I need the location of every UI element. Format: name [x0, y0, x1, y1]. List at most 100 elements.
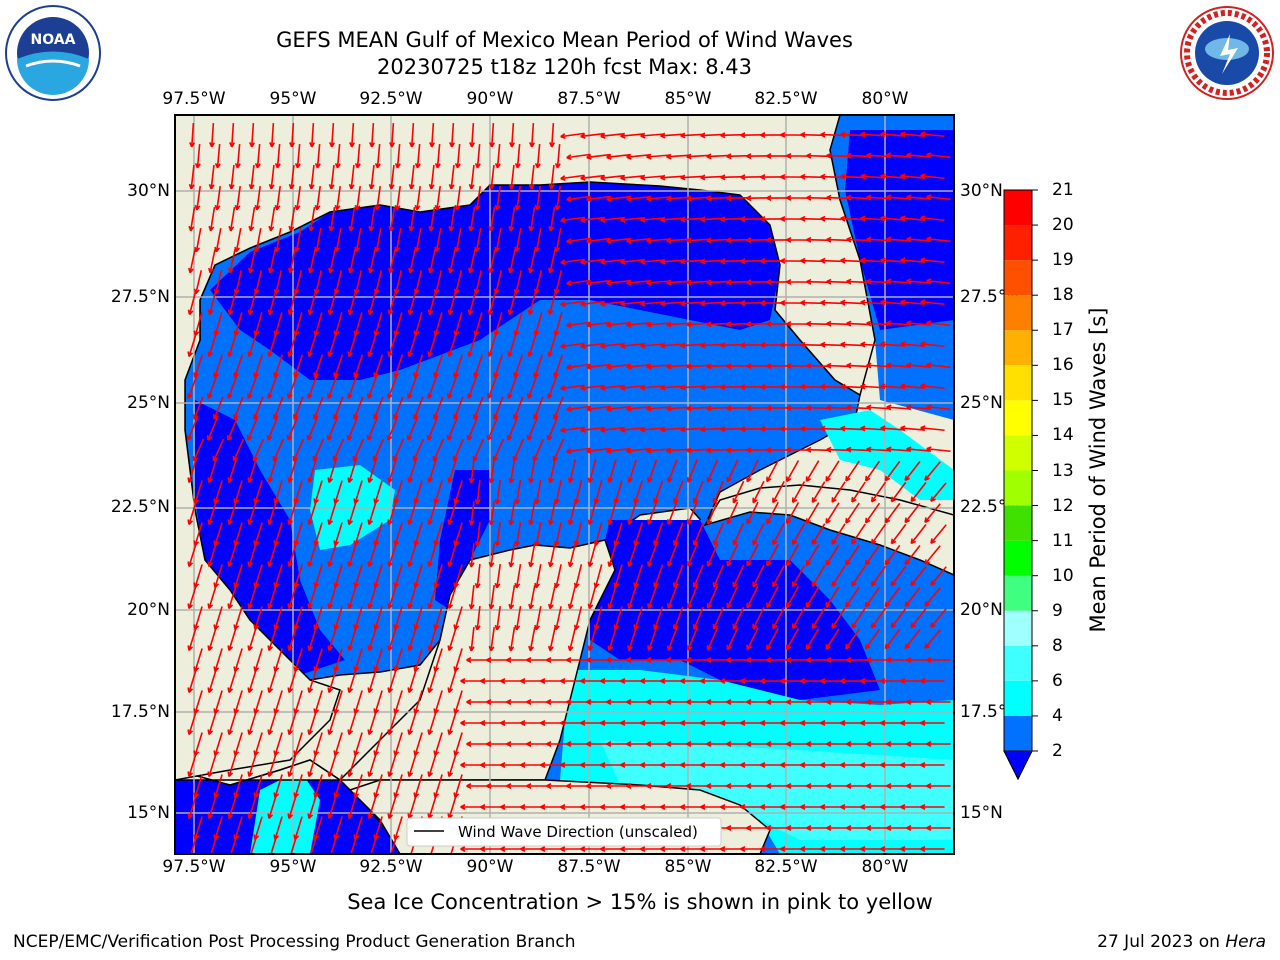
wind-wave-arrow	[529, 122, 536, 148]
wind-wave-arrow	[840, 173, 865, 180]
wind-wave-arrow	[267, 795, 277, 820]
wind-wave-arrow	[488, 249, 496, 274]
wind-wave-arrow	[427, 543, 437, 568]
wind-wave-arrow	[706, 741, 731, 747]
wind-wave-arrow	[766, 460, 779, 483]
wind-wave-arrow	[680, 762, 705, 768]
wind-wave-arrow	[640, 300, 665, 307]
wind-wave-arrow	[880, 804, 905, 810]
wind-wave-arrow	[347, 711, 357, 736]
wind-wave-arrow	[567, 585, 577, 610]
wind-wave-arrow	[267, 753, 277, 778]
wind-wave-arrow	[500, 846, 525, 852]
wind-wave-arrow	[746, 657, 771, 663]
wind-wave-arrow	[432, 396, 444, 420]
wind-wave-arrow	[327, 333, 337, 358]
wind-wave-arrow	[388, 164, 395, 190]
wind-wave-arrow	[686, 153, 711, 160]
wind-wave-arrow	[247, 753, 257, 778]
colorbar-segment	[1004, 680, 1032, 716]
wind-wave-arrow	[288, 207, 296, 232]
wind-wave-arrow	[486, 783, 511, 789]
wind-wave-arrow	[600, 384, 625, 391]
wind-wave-arrow	[660, 258, 685, 265]
wind-wave-arrow	[566, 321, 591, 329]
wind-wave-arrow	[851, 607, 866, 629]
wind-wave-arrow	[692, 522, 704, 546]
wind-wave-arrow	[920, 762, 945, 768]
wind-wave-arrow	[886, 825, 911, 831]
wind-wave-arrow	[640, 258, 665, 265]
wind-wave-arrow	[267, 333, 277, 358]
wind-wave-arrow	[686, 501, 698, 525]
wind-wave-arrow	[900, 804, 925, 810]
wind-wave-arrow	[307, 585, 317, 610]
wind-wave-arrow	[427, 585, 437, 610]
wind-wave-arrow	[686, 195, 711, 202]
wind-wave-arrow	[207, 795, 217, 820]
wind-wave-arrow	[860, 846, 885, 852]
wind-wave-arrow	[686, 279, 711, 286]
wind-wave-arrow	[506, 783, 531, 789]
wind-wave-arrow	[926, 825, 951, 831]
wind-wave-arrow	[267, 711, 277, 736]
wind-wave-arrow	[349, 122, 356, 148]
wind-wave-arrow	[227, 627, 237, 652]
wind-wave-arrow	[860, 131, 885, 138]
wind-wave-arrow	[368, 164, 375, 190]
lat-tick-right: 20°N	[960, 600, 1003, 620]
wind-wave-arrow	[864, 544, 881, 566]
wind-wave-arrow	[666, 627, 678, 651]
wind-wave-arrow	[186, 417, 198, 441]
wind-wave-arrow	[660, 678, 685, 684]
wind-wave-arrow	[686, 405, 711, 412]
wind-wave-arrow	[700, 678, 725, 684]
wind-wave-arrow	[785, 544, 800, 567]
wind-wave-arrow	[880, 215, 905, 222]
wind-wave-arrow	[686, 447, 711, 454]
wind-wave-arrow	[600, 678, 625, 684]
wind-wave-arrow	[791, 607, 806, 630]
wind-wave-arrow	[227, 459, 237, 484]
wind-wave-arrow	[474, 479, 481, 505]
wind-wave-arrow	[920, 215, 945, 222]
wind-wave-arrow	[806, 657, 831, 663]
wind-wave-arrow	[880, 299, 905, 306]
wind-wave-arrow	[409, 122, 416, 148]
wind-wave-arrow	[860, 257, 885, 264]
wind-wave-arrow	[528, 585, 536, 610]
wind-wave-arrow	[474, 521, 481, 547]
wind-wave-arrow	[474, 186, 481, 211]
wind-wave-arrow	[791, 481, 806, 504]
wind-wave-arrow	[851, 523, 866, 545]
wind-wave-arrow	[686, 741, 711, 747]
lon-tick-top: 87.5°W	[557, 89, 621, 109]
wind-wave-arrow	[890, 607, 907, 629]
wind-wave-arrow	[920, 425, 945, 432]
colorbar-segment	[1004, 225, 1032, 261]
wind-wave-arrow	[904, 545, 921, 566]
wind-wave-arrow	[266, 417, 278, 441]
wind-wave-arrow	[647, 627, 658, 651]
wind-wave-arrow	[640, 426, 665, 433]
wind-wave-arrow	[206, 417, 218, 441]
wind-wave-arrow	[926, 446, 951, 453]
wind-wave-arrow	[846, 236, 871, 243]
wind-wave-arrow	[452, 396, 464, 420]
wind-wave-arrow	[620, 384, 645, 391]
wind-wave-arrow	[247, 459, 257, 484]
wind-wave-arrow	[680, 720, 705, 726]
wind-wave-arrow	[507, 375, 518, 399]
wind-wave-arrow	[926, 320, 951, 327]
wind-wave-arrow	[187, 375, 198, 399]
wind-wave-arrow	[508, 627, 516, 652]
wind-wave-arrow	[846, 446, 871, 453]
wind-wave-arrow	[474, 143, 481, 169]
wind-wave-arrow	[466, 783, 491, 789]
wind-wave-arrow	[287, 753, 297, 778]
wind-wave-arrow	[627, 585, 638, 609]
wind-wave-arrow	[864, 628, 881, 650]
wind-wave-arrow	[427, 753, 437, 778]
wind-wave-arrow	[586, 279, 611, 286]
wind-wave-arrow	[700, 804, 725, 810]
